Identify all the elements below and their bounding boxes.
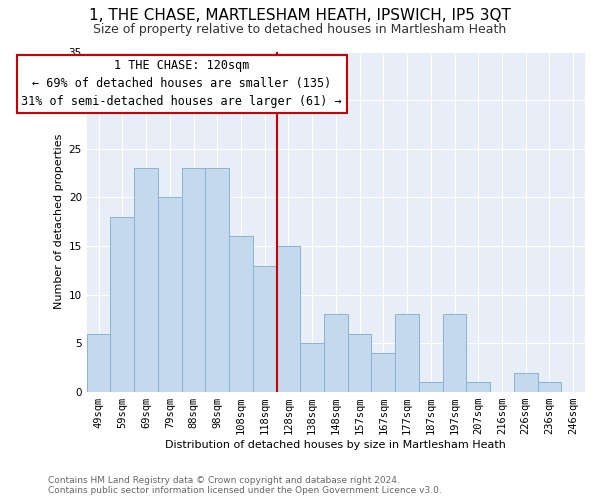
Bar bbox=[348, 334, 371, 392]
Text: Size of property relative to detached houses in Martlesham Heath: Size of property relative to detached ho… bbox=[94, 22, 506, 36]
Bar bbox=[538, 382, 561, 392]
Bar bbox=[110, 217, 134, 392]
Y-axis label: Number of detached properties: Number of detached properties bbox=[55, 134, 64, 310]
Bar bbox=[182, 168, 205, 392]
Bar bbox=[205, 168, 229, 392]
Text: 1 THE CHASE: 120sqm
← 69% of detached houses are smaller (135)
31% of semi-detac: 1 THE CHASE: 120sqm ← 69% of detached ho… bbox=[22, 60, 342, 108]
X-axis label: Distribution of detached houses by size in Martlesham Heath: Distribution of detached houses by size … bbox=[166, 440, 506, 450]
Bar bbox=[371, 353, 395, 392]
Bar bbox=[134, 168, 158, 392]
Bar bbox=[514, 372, 538, 392]
Bar bbox=[253, 266, 277, 392]
Bar bbox=[466, 382, 490, 392]
Bar bbox=[87, 334, 110, 392]
Bar bbox=[158, 198, 182, 392]
Bar bbox=[395, 314, 419, 392]
Text: Contains HM Land Registry data © Crown copyright and database right 2024.
Contai: Contains HM Land Registry data © Crown c… bbox=[48, 476, 442, 495]
Bar bbox=[229, 236, 253, 392]
Bar bbox=[300, 344, 324, 392]
Bar bbox=[277, 246, 300, 392]
Bar bbox=[324, 314, 348, 392]
Bar bbox=[419, 382, 443, 392]
Bar bbox=[443, 314, 466, 392]
Text: 1, THE CHASE, MARTLESHAM HEATH, IPSWICH, IP5 3QT: 1, THE CHASE, MARTLESHAM HEATH, IPSWICH,… bbox=[89, 8, 511, 22]
